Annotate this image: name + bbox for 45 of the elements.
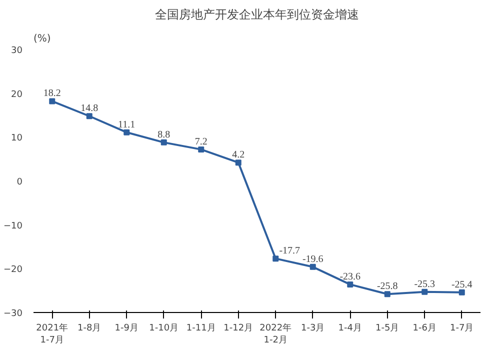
point: [384, 291, 390, 298]
x-tick-label: 1-4月: [338, 324, 362, 334]
data-label: -23.6: [340, 271, 361, 282]
data-label: 4.2: [232, 150, 245, 161]
point: [272, 256, 279, 262]
chart-title: 全国房地产开发企业本年到位资金增速: [155, 8, 359, 22]
x-tick-label: 1-5月: [376, 324, 400, 334]
y-tick-label: 30: [11, 46, 23, 56]
point: [235, 160, 242, 166]
point: [160, 139, 167, 146]
data-label: -25.4: [451, 279, 472, 290]
x-tick-label: 1-11月: [186, 324, 216, 334]
data-label: 11.1: [118, 119, 136, 130]
y-tick-label: 0: [16, 178, 23, 188]
data-label: -17.7: [279, 246, 300, 257]
data-label: -25.3: [414, 278, 436, 290]
point: [458, 289, 465, 296]
x-tick-label: 2021年 1-7月: [36, 322, 68, 346]
point: [49, 98, 56, 104]
point: [124, 129, 130, 136]
x-tick-label: 2022年 1-2月: [260, 322, 292, 346]
data-label: -19.6: [302, 254, 324, 265]
y-tick-label: −30: [4, 309, 23, 319]
y-tick-label: −10: [4, 221, 23, 232]
x-tick-label: 1-3月: [301, 324, 325, 334]
x-tick-label: 1-8月: [78, 324, 102, 334]
point: [86, 113, 92, 120]
y-axis-title: (%): [34, 34, 51, 44]
y-tick-label: 20: [11, 90, 23, 100]
x-tick-label: 1-10月: [149, 324, 179, 334]
x-tick-label: 1-12月: [224, 324, 254, 334]
point: [198, 146, 204, 152]
point: [347, 281, 354, 288]
x-tick-label: 1-7月: [450, 324, 474, 334]
data-label: 7.2: [194, 136, 208, 148]
data-label: 18.2: [43, 88, 61, 100]
y-tick-label: −20: [4, 265, 23, 276]
x-tick-label: 1-6月: [412, 324, 436, 334]
data-label: -25.8: [376, 281, 398, 292]
data-label: 8.8: [158, 129, 170, 140]
point: [422, 288, 428, 295]
x-tick-label: 1-9月: [114, 324, 138, 334]
y-tick-label: 10: [11, 134, 23, 144]
point: [310, 264, 316, 270]
data-label: 14.8: [80, 103, 98, 114]
